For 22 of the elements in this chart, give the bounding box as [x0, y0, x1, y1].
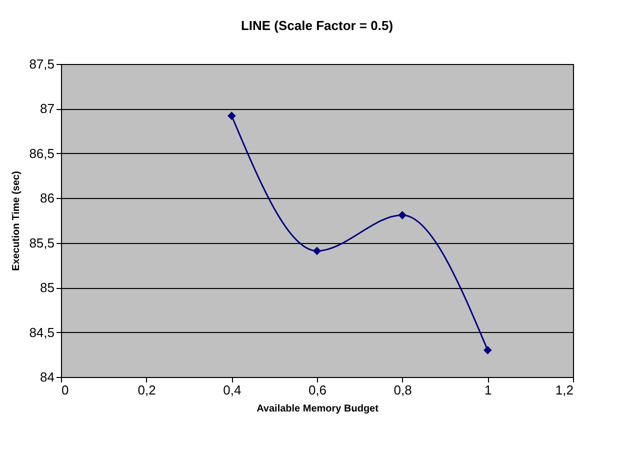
y-tick-label: 84 [40, 370, 54, 384]
y-tick-label: 87 [40, 101, 54, 116]
x-tick-label: 0 [62, 382, 69, 398]
point [483, 346, 492, 354]
y-tick-label: 85 [40, 280, 54, 296]
y-tick-label: 87,5 [29, 56, 54, 72]
x-tick-label: 0,8 [394, 382, 412, 398]
x-tick-label: 1,2 [555, 382, 574, 398]
point [312, 246, 322, 256]
x-tick-label: 1 [484, 382, 492, 398]
chart-title: LINE (Scale Factor = 0.5) [240, 18, 394, 33]
x-axis-title: Available Memory Budget [256, 404, 380, 414]
point [227, 112, 236, 120]
y-tick-label: 85,5 [29, 235, 54, 250]
y-tick-label: 84,5 [29, 324, 54, 340]
x-tick-label: 0,4 [223, 382, 242, 398]
point [398, 210, 407, 220]
x-tick-label: 0,6 [308, 382, 327, 398]
y-axis-title: Execution Time (sec) [11, 171, 22, 271]
y-tick-label: 86 [40, 190, 54, 206]
y-tick-label: 86,5 [29, 146, 54, 161]
x-tick-label: 0,2 [138, 382, 156, 398]
